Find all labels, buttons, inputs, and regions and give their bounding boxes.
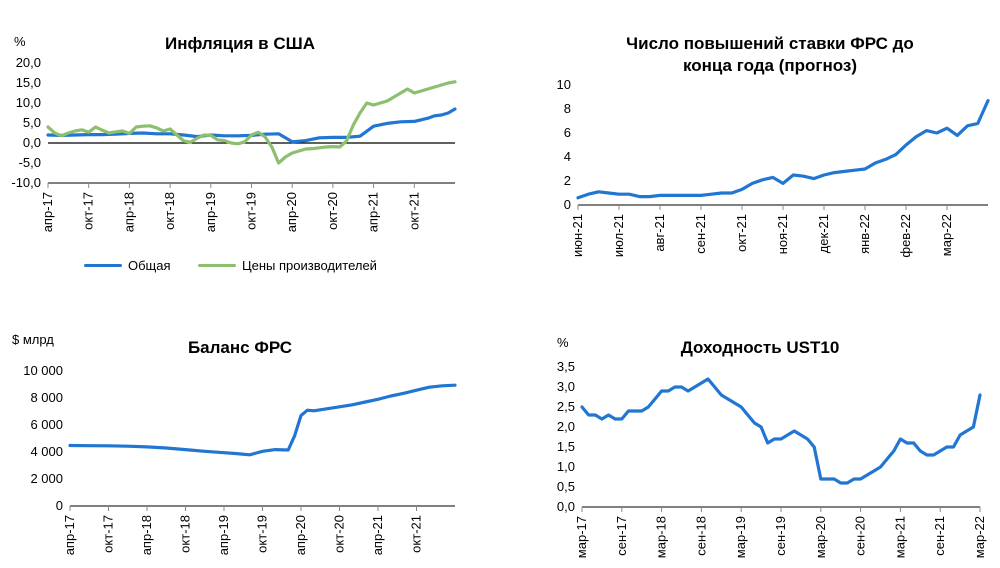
chart-title: Число повышений ставки ФРС до конца года…	[626, 34, 914, 75]
y-unit-label: %	[557, 335, 569, 350]
x-tick-label: окт-18	[162, 192, 177, 230]
chart-panel-fed-balance: $ млрд Баланс ФРС 0 2 000 4 000 6 000 8 000 1…	[0, 290, 480, 568]
x-tick-label: окт-20	[332, 515, 347, 553]
legend-item-total: Общая	[84, 258, 171, 273]
x-tick-label: мар-22	[939, 214, 954, 256]
y-tick-label: 3,0	[557, 379, 575, 394]
y-tick-label: 4	[564, 149, 571, 164]
x-tick-label: окт-21	[734, 214, 749, 252]
x-tick-label: мар-20	[813, 516, 828, 558]
y-tick-label: 8	[564, 101, 571, 116]
y-unit-label: %	[14, 34, 26, 49]
x-tick-label: окт-21	[409, 515, 424, 553]
x-tick-label: сен-17	[614, 516, 629, 556]
x-tick-label: окт-21	[406, 192, 421, 230]
x-tick-label: окт-18	[178, 515, 193, 553]
x-tick-label: апр-19	[216, 515, 231, 555]
x-tick-label: апр-17	[62, 515, 77, 555]
chart-panel-inflation: % Инфляция в США -10,0 -5,0 0,0 5,0 10,0 15,0…	[0, 0, 480, 290]
y-tick-label: 5,0	[23, 115, 41, 130]
x-tick-label: мар-17	[574, 516, 589, 558]
x-tick-label: мар-18	[654, 516, 669, 558]
y-tick-label: -5,0	[19, 155, 41, 170]
chart-title: Доходность UST10	[680, 338, 840, 357]
y-tick-label: 6 000	[30, 417, 63, 432]
x-tick-label: апр-18	[121, 192, 136, 232]
y-tick-label: 4 000	[30, 444, 63, 459]
x-tick-label: апр-21	[366, 192, 381, 232]
x-tick-label: июн-21	[570, 214, 585, 257]
y-tick-label: 0	[56, 498, 63, 513]
x-tick-label: июл-21	[611, 214, 626, 257]
chart-fed-balance: 0 2 000 4 000 6 000 8 000 10 000 апр-17 окт-17 а…	[23, 363, 457, 555]
legend-swatch-total	[84, 264, 122, 267]
x-tick-label: фев-22	[898, 214, 913, 258]
y-tick-label: 20,0	[16, 55, 41, 70]
x-tick-label: окт-17	[81, 192, 96, 230]
chart-inflation: -10,0 -5,0 0,0 5,0 10,0 15,0 20,0 апр-17 окт-17 а…	[11, 55, 457, 232]
y-tick-label: 10,0	[16, 95, 41, 110]
x-tick-label: сен-21	[932, 516, 947, 556]
legend-label-producer: Цены производителей	[242, 258, 377, 273]
x-tick-label: окт-19	[244, 192, 259, 230]
x-tick-label: мар-22	[972, 516, 987, 558]
y-tick-label: 0,5	[557, 479, 575, 494]
y-tick-label: 2	[564, 173, 571, 188]
y-tick-label: 1,0	[557, 459, 575, 474]
x-tick-label: апр-20	[284, 192, 299, 232]
y-tick-label: 2,0	[557, 419, 575, 434]
y-tick-label: 15,0	[16, 75, 41, 90]
x-tick-label: мар-19	[733, 516, 748, 558]
x-tick-label: сен-21	[693, 214, 708, 254]
x-tick-label: ноя-21	[775, 214, 790, 254]
legend-swatch-producer	[198, 264, 236, 267]
y-tick-label: 2,5	[557, 399, 575, 414]
legend-label-total: Общая	[128, 258, 171, 273]
y-tick-label: 10 000	[23, 363, 63, 378]
y-tick-label: 1,5	[557, 439, 575, 454]
chart-ust10: 0,0 0,5 1,0 1,5 2,0 2,5 3,0 3,5 мар-17 сен-17 мар-…	[557, 359, 987, 558]
x-tick-label: янв-22	[857, 214, 872, 254]
y-tick-label: -10,0	[11, 175, 41, 190]
x-tick-label: апр-19	[203, 192, 218, 232]
x-tick-label: сен-18	[693, 516, 708, 556]
series-line-0	[46, 107, 457, 144]
x-tick-label: сен-20	[853, 516, 868, 556]
y-tick-label: 3,5	[557, 359, 575, 374]
legend-item-producer: Цены производителей	[198, 258, 377, 273]
series-line-0	[576, 98, 990, 200]
x-tick-label: апр-17	[40, 192, 55, 232]
x-tick-label: авг-21	[652, 214, 667, 252]
x-tick-label: апр-21	[370, 515, 385, 555]
y-tick-label: 2 000	[30, 471, 63, 486]
series-line-1	[46, 80, 457, 165]
chart-panel-ust10: % Доходность UST10 0,0 0,5 1,0 1,5 2,0 2,5 3,0…	[500, 290, 1000, 568]
x-tick-label: окт-20	[325, 192, 340, 230]
x-tick-label: дек-21	[816, 214, 831, 253]
x-tick-label: сен-19	[773, 516, 788, 556]
x-tick-label: апр-20	[293, 515, 308, 555]
y-tick-label: 0	[564, 197, 571, 212]
y-tick-label: 8 000	[30, 390, 63, 405]
y-tick-label: 0,0	[557, 499, 575, 514]
chart-title: Инфляция в США	[164, 34, 315, 53]
y-tick-label: 10	[557, 77, 571, 92]
x-tick-label: апр-18	[139, 515, 154, 555]
y-tick-label: 0,0	[23, 135, 41, 150]
series-line-0	[580, 377, 982, 485]
x-tick-label: мар-21	[892, 516, 907, 558]
y-tick-label: 6	[564, 125, 571, 140]
x-tick-label: окт-17	[101, 515, 116, 553]
series-line-0	[68, 383, 457, 457]
y-unit-label: $ млрд	[12, 332, 54, 347]
chart-panel-fed-hikes: Число повышений ставки ФРС до конца года…	[500, 0, 1000, 290]
x-tick-label: окт-19	[255, 515, 270, 553]
chart-title: Баланс ФРС	[187, 338, 293, 357]
chart-fed-hikes: 0 2 4 6 8 10 июн-21 июл-21 авг-21 сен-21 окт-21 ноя…	[557, 77, 990, 258]
